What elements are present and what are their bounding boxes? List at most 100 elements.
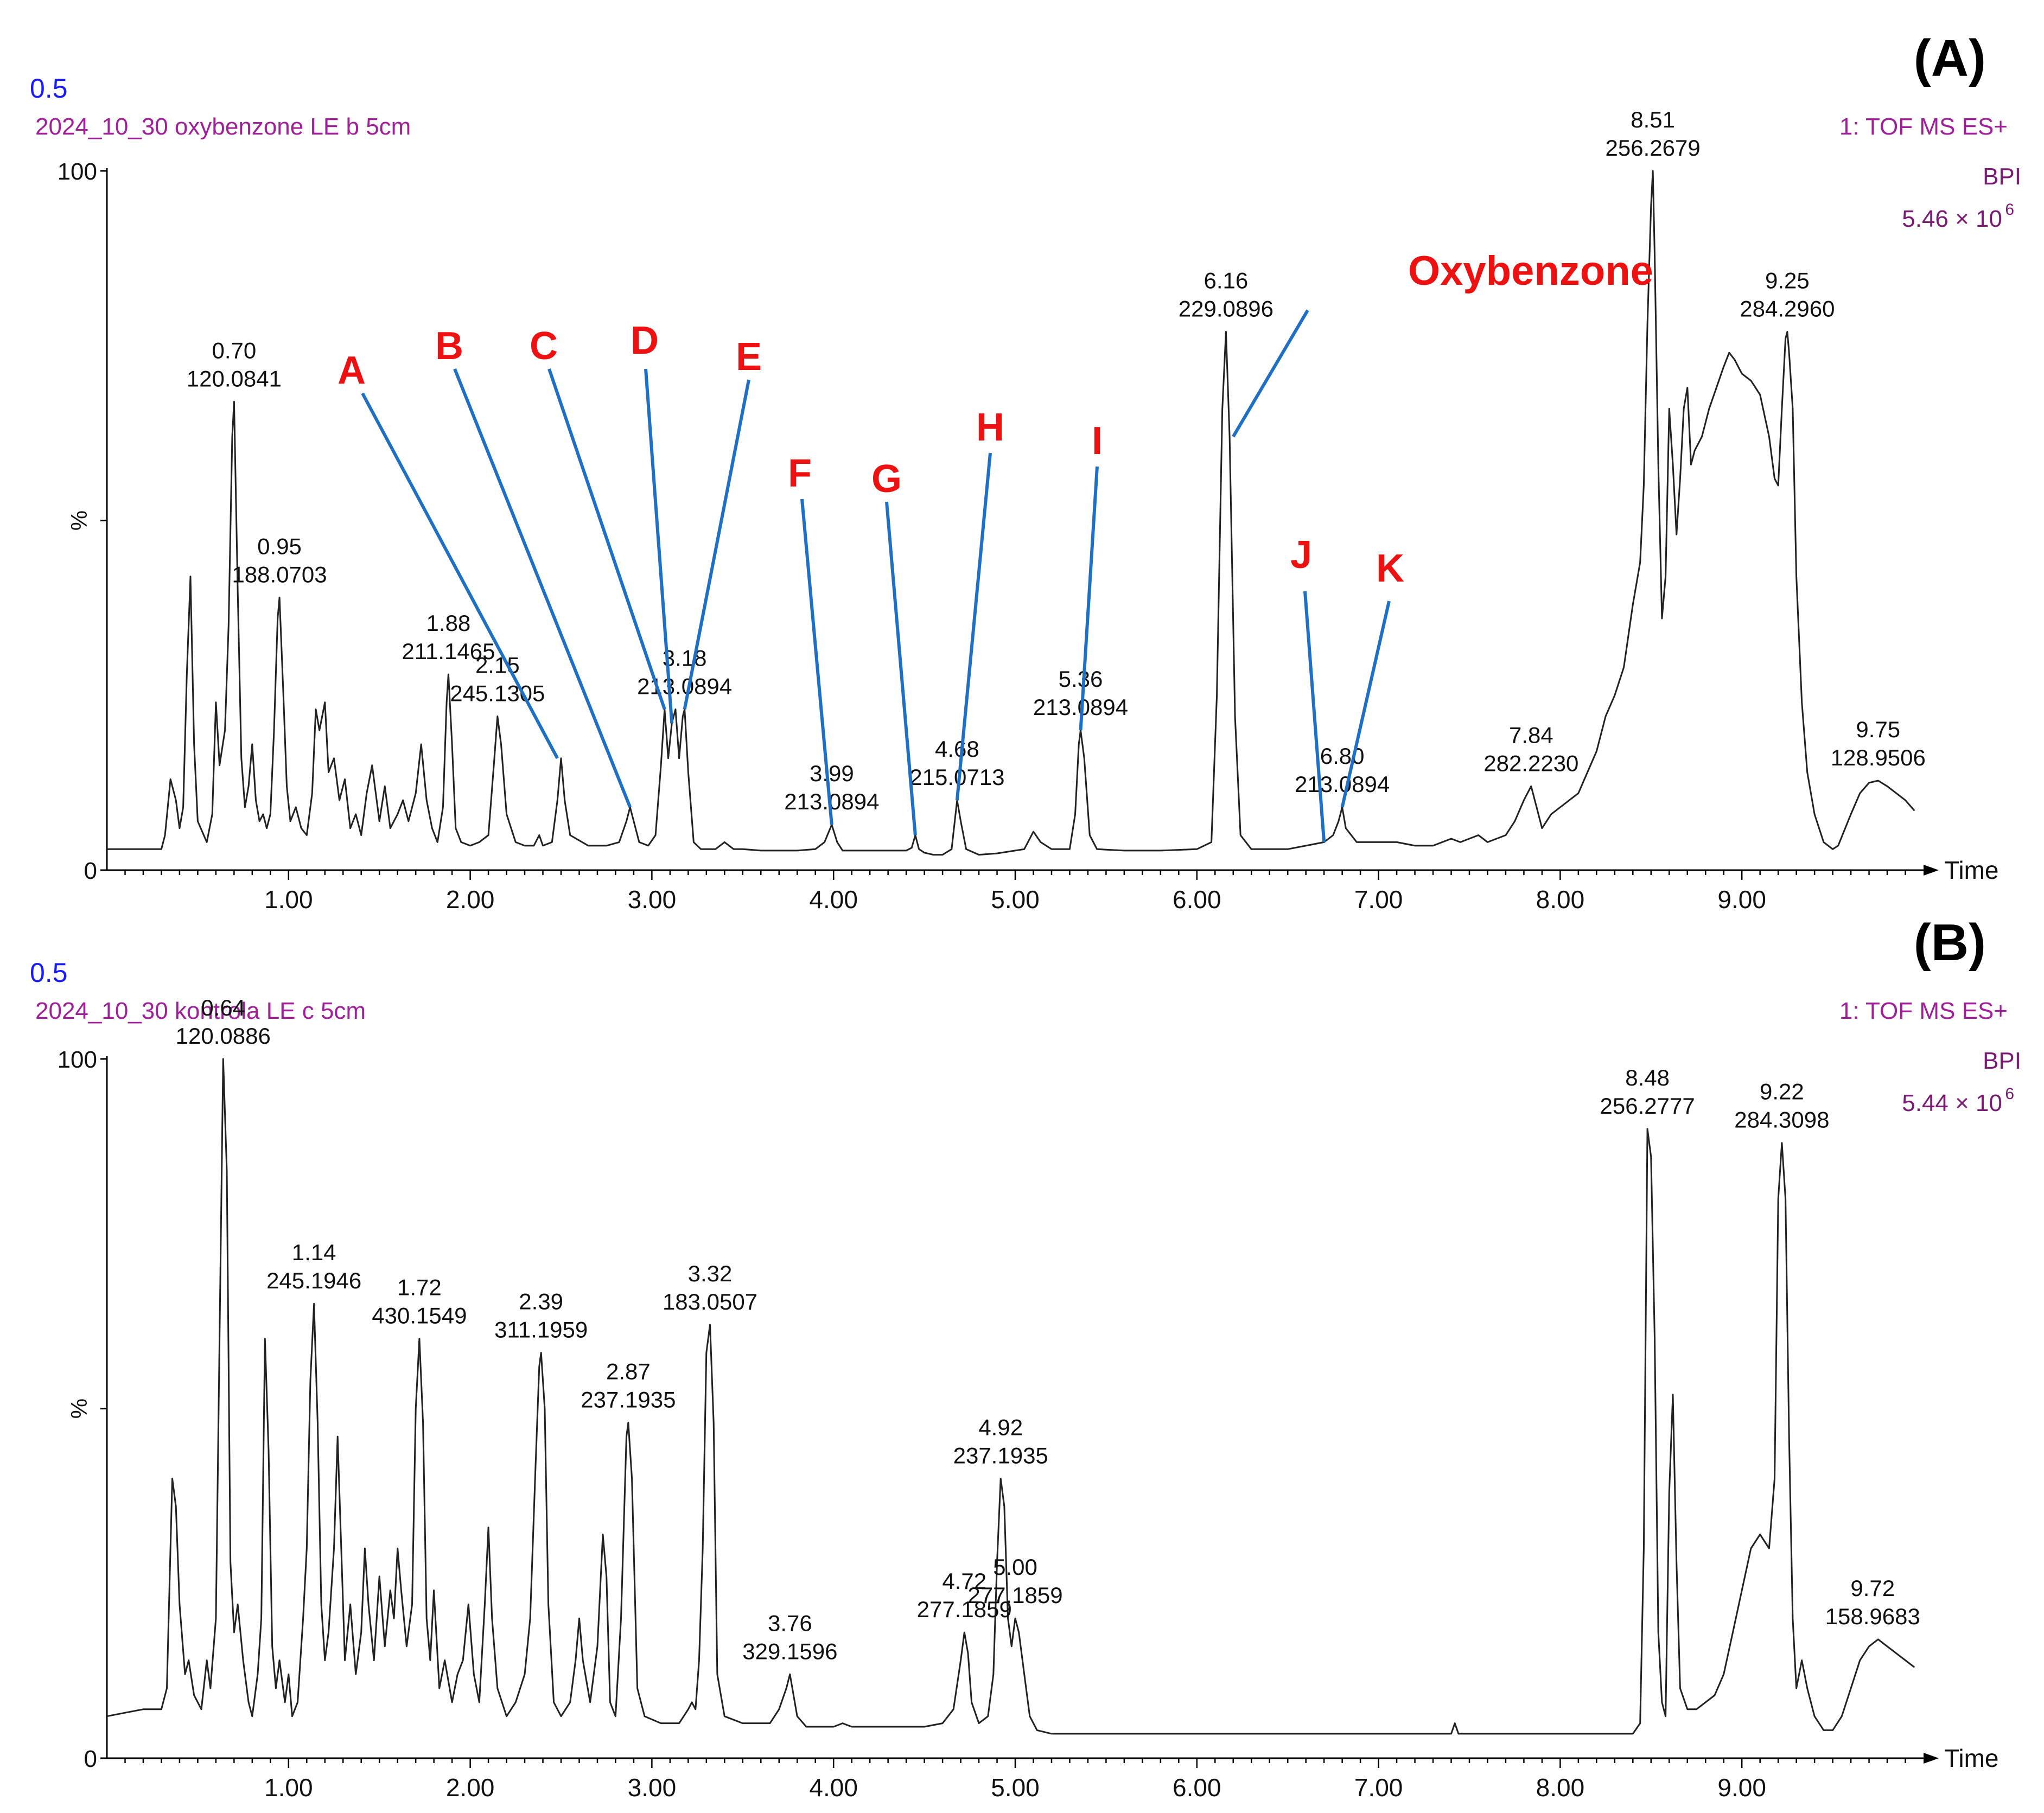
panel-a-peak-rt-label: 0.70 bbox=[212, 337, 256, 363]
panel-b-peak-mz-label: 329.1596 bbox=[742, 1638, 837, 1664]
panel-b-x-tick-label: 4.00 bbox=[809, 1773, 858, 1802]
panel-a-annotation-label: A bbox=[338, 349, 366, 392]
panel-b-x-axis-label: Time bbox=[1944, 1744, 1999, 1772]
panel-a-peak-rt-label: 4.68 bbox=[935, 736, 979, 762]
panel-a-y-axis-label: % bbox=[66, 510, 92, 531]
panel-b-x-tick-label: 1.00 bbox=[264, 1773, 313, 1802]
panel-a-peak-mz-label: 188.0703 bbox=[232, 561, 327, 587]
panel-b-peak-rt-label: 5.00 bbox=[993, 1554, 1037, 1580]
panel-a-x-axis-arrow bbox=[1924, 865, 1939, 876]
panel-a-scale-value: 0.5 bbox=[30, 73, 68, 104]
panel-b-peak-rt-label: 3.76 bbox=[768, 1610, 812, 1636]
panel-a-label: (A) bbox=[1914, 29, 1986, 87]
panel-a-peak-rt-label: 6.16 bbox=[1204, 267, 1248, 293]
panel-a-peak-rt-label: 7.84 bbox=[1509, 722, 1553, 748]
panel-a-annotation-label: G bbox=[871, 457, 902, 501]
panel-a-peak-mz-label: 282.2230 bbox=[1483, 750, 1578, 776]
panel-a-x-tick-label: 6.00 bbox=[1173, 885, 1221, 914]
panel-a-y-tick-label: 100 bbox=[58, 158, 97, 185]
panel-a-annotation-leader bbox=[1303, 591, 1326, 842]
panel-b-x-tick-label: 2.00 bbox=[446, 1773, 495, 1802]
panel-a-x-tick-label: 1.00 bbox=[264, 885, 313, 914]
panel-a-y-tick-label: 0 bbox=[84, 858, 97, 884]
panel-a-intensity: 5.46 × 10 bbox=[1902, 206, 2002, 232]
panel-b-peak-mz-label: 277.1859 bbox=[967, 1582, 1062, 1608]
panel-a-x-tick-label: 5.00 bbox=[991, 885, 1040, 914]
panel-a-x-axis-label: Time bbox=[1944, 856, 1999, 884]
panel-b-x-tick-label: 8.00 bbox=[1536, 1773, 1585, 1802]
panel-a-annotation-label: E bbox=[736, 335, 762, 379]
panel-a-annotation-label: I bbox=[1092, 419, 1103, 463]
panel-a-annotation-label: F bbox=[788, 452, 812, 495]
panel-b-y-axis-label: % bbox=[66, 1399, 92, 1419]
panel-a-peak-rt-label: 0.95 bbox=[257, 533, 302, 559]
panel-b-peak-rt-label: 0.64 bbox=[201, 995, 245, 1020]
panel-a-annotation-label: B bbox=[435, 324, 463, 368]
panel-b-peak-rt-label: 2.87 bbox=[606, 1358, 651, 1384]
panel-a-annotation-leader bbox=[1079, 466, 1099, 731]
panel-a-x-tick-label: 8.00 bbox=[1536, 885, 1585, 914]
panel-b-y-tick-label: 0 bbox=[84, 1746, 97, 1772]
panel-a-x-tick-label: 2.00 bbox=[446, 885, 495, 914]
panel-b-peak-mz-label: 237.1935 bbox=[581, 1387, 676, 1412]
panel-a-annotation-label: C bbox=[530, 324, 558, 368]
panel-b-peak-rt-label: 4.72 bbox=[942, 1568, 986, 1594]
panel-a-peak-rt-label: 6.80 bbox=[1320, 743, 1365, 769]
panel-a-annotation-leader bbox=[361, 392, 559, 759]
panel-b-peak-rt-label: 8.48 bbox=[1625, 1065, 1670, 1090]
panel-a-peak-rt-label: 3.18 bbox=[663, 646, 707, 671]
panel-a-annotation-leader bbox=[453, 368, 632, 808]
panel-a-annotation-leader bbox=[644, 368, 674, 724]
panel-a-peak-rt-label: 5.36 bbox=[1059, 666, 1103, 692]
panel-a-peak-mz-label: 256.2679 bbox=[1606, 135, 1701, 161]
panel-a-peak-rt-label: 9.25 bbox=[1765, 267, 1810, 293]
panel-a-annotation-label: Oxybenzone bbox=[1408, 248, 1653, 294]
panel-b-peak-rt-label: 1.72 bbox=[397, 1275, 442, 1300]
panel-a-annotation-leader bbox=[885, 501, 917, 835]
panel-a-sample-name: 2024_10_30 oxybenzone LE b 5cm bbox=[35, 113, 411, 140]
panel-a-peak-rt-label: 8.51 bbox=[1631, 107, 1675, 132]
panel-a-peak-mz-label: 245.1305 bbox=[450, 680, 545, 706]
panel-b-peak-rt-label: 9.22 bbox=[1760, 1079, 1804, 1105]
panel-a-trace-type: BPI bbox=[1983, 163, 2021, 190]
panel-a-annotation-label: D bbox=[631, 319, 659, 362]
panel-b-sample-name: 2024_10_30 kontrola LE c 5cm bbox=[35, 998, 366, 1024]
panel-b-peak-mz-label: 277.1859 bbox=[917, 1597, 1012, 1622]
panel-b-peak-mz-label: 120.0886 bbox=[176, 1023, 271, 1049]
panel-a-peak-mz-label: 211.1465 bbox=[402, 639, 495, 664]
panel-b-peak-mz-label: 245.1946 bbox=[266, 1268, 361, 1293]
panel-a-annotation-leader bbox=[683, 379, 750, 710]
panel-a-x-tick-label: 9.00 bbox=[1717, 885, 1766, 914]
panel-b-x-tick-label: 9.00 bbox=[1717, 1773, 1766, 1802]
panel-b-bpi-trace bbox=[106, 1058, 1915, 1735]
panel-a-annotation-label: H bbox=[976, 406, 1004, 449]
panel-a-peak-mz-label: 213.0894 bbox=[637, 674, 732, 699]
panel-b-peak-rt-label: 9.72 bbox=[1850, 1575, 1895, 1601]
panel-a-x-tick-label: 4.00 bbox=[809, 885, 858, 914]
panel-a-annotation-leader bbox=[955, 452, 992, 801]
panel-a-peak-rt-label: 3.99 bbox=[810, 761, 854, 786]
panel-a-peak-rt-label: 9.75 bbox=[1856, 717, 1900, 742]
panel-a-bpi-trace bbox=[107, 170, 1915, 856]
panel-b-peak-rt-label: 3.32 bbox=[688, 1261, 733, 1286]
panel-b-peak-rt-label: 4.92 bbox=[978, 1414, 1023, 1440]
panel-a-peak-mz-label: 120.0841 bbox=[187, 366, 282, 391]
panel-a-peak-rt-label: 1.88 bbox=[426, 610, 471, 636]
panel-a-annotation-leader bbox=[800, 499, 833, 825]
panel-b-peak-rt-label: 2.39 bbox=[519, 1288, 563, 1314]
panel-b-detector: 1: TOF MS ES+ bbox=[1839, 998, 2008, 1024]
panel-a-detector: 1: TOF MS ES+ bbox=[1839, 113, 2008, 140]
panel-a-peak-mz-label: 284.2960 bbox=[1740, 296, 1835, 321]
panel-a-annotation-label: K bbox=[1376, 547, 1404, 590]
panel-a-x-tick-label: 3.00 bbox=[628, 885, 677, 914]
panel-a-annotation-label: J bbox=[1290, 533, 1312, 577]
panel-b-x-tick-label: 6.00 bbox=[1173, 1773, 1221, 1802]
panel-b-label: (B) bbox=[1914, 914, 1986, 972]
panel-a-peak-mz-label: 213.0894 bbox=[1295, 771, 1390, 797]
panel-a-annotation-leader bbox=[1340, 601, 1391, 808]
panel-a-annotation-leader bbox=[1232, 309, 1309, 438]
panel-b-x-tick-label: 3.00 bbox=[628, 1773, 677, 1802]
panel-b-trace-type: BPI bbox=[1983, 1048, 2021, 1074]
panel-b-x-tick-label: 7.00 bbox=[1354, 1773, 1403, 1802]
